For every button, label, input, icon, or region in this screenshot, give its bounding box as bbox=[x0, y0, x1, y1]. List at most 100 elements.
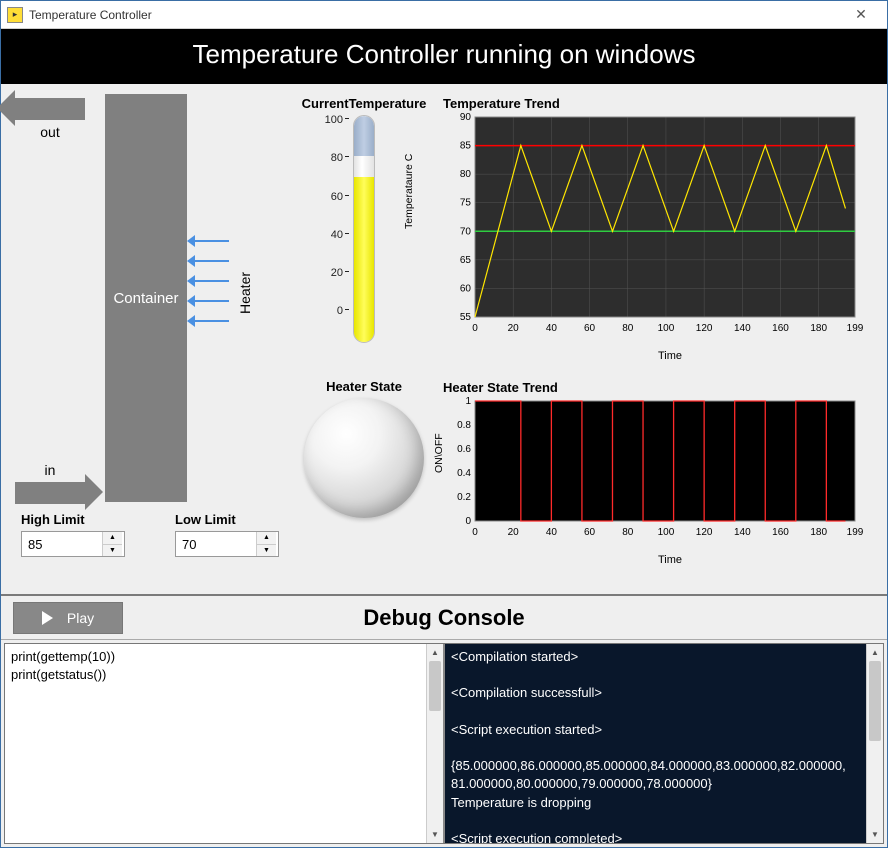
svg-text:160: 160 bbox=[772, 527, 789, 538]
heater-chart-ylabel: ON\OFF bbox=[433, 433, 445, 473]
consoles: print(gettemp(10)) print(getstatus()) ▲ … bbox=[4, 643, 884, 844]
temperature-chart: Temperature Trend Temperataure C 0204060… bbox=[443, 96, 867, 362]
svg-text:180: 180 bbox=[810, 323, 827, 334]
script-output-content: <Compilation started> <Compilation succe… bbox=[445, 644, 865, 843]
heater-label: Heater bbox=[237, 272, 253, 314]
container-label: Container bbox=[113, 290, 178, 307]
heat-arrow-icon bbox=[195, 280, 229, 282]
arrow-out-icon bbox=[15, 98, 85, 120]
heater-chart-xlabel: Time bbox=[473, 554, 867, 566]
high-limit-label: High Limit bbox=[21, 512, 125, 527]
debug-header: Play Debug Console bbox=[1, 594, 887, 640]
svg-text:0: 0 bbox=[465, 516, 471, 527]
heater-chart-svg: 02040608010012014016018019900.20.40.60.8… bbox=[443, 397, 863, 549]
out-label: out bbox=[15, 124, 85, 140]
svg-text:90: 90 bbox=[460, 113, 472, 123]
svg-text:100: 100 bbox=[658, 527, 675, 538]
svg-text:120: 120 bbox=[696, 527, 713, 538]
spinner-down-icon[interactable]: ▼ bbox=[103, 545, 122, 557]
window-title: Temperature Controller bbox=[29, 8, 841, 22]
svg-text:85: 85 bbox=[460, 141, 472, 152]
page-title: Temperature Controller running on window… bbox=[1, 29, 887, 84]
close-icon[interactable]: ✕ bbox=[841, 6, 881, 23]
svg-text:80: 80 bbox=[622, 323, 634, 334]
thermometer-fill bbox=[354, 177, 374, 342]
heater-chart-title: Heater State Trend bbox=[443, 380, 867, 395]
spinner-down-icon[interactable]: ▼ bbox=[257, 545, 276, 557]
low-limit-spinner[interactable]: ▲ ▼ bbox=[175, 531, 279, 557]
svg-text:160: 160 bbox=[772, 323, 789, 334]
main-panel: out Container in Heater CurrentTemperatu… bbox=[1, 84, 887, 594]
svg-text:75: 75 bbox=[460, 198, 472, 209]
script-input-content[interactable]: print(gettemp(10)) print(getstatus()) bbox=[5, 644, 425, 843]
temp-chart-title: Temperature Trend bbox=[443, 96, 867, 111]
svg-text:0.2: 0.2 bbox=[457, 492, 471, 503]
heat-arrow-icon bbox=[195, 240, 229, 242]
svg-text:40: 40 bbox=[546, 323, 558, 334]
low-limit-label: Low Limit bbox=[175, 512, 279, 527]
heater-chart: Heater State Trend ON\OFF 02040608010012… bbox=[443, 380, 867, 566]
high-limit-spinner[interactable]: ▲ ▼ bbox=[21, 531, 125, 557]
svg-text:60: 60 bbox=[584, 323, 596, 334]
scroll-down-icon[interactable]: ▼ bbox=[867, 826, 883, 843]
scroll-track[interactable] bbox=[427, 661, 443, 826]
scroll-thumb[interactable] bbox=[869, 661, 881, 741]
titlebar: ▸ Temperature Controller ✕ bbox=[1, 1, 887, 29]
heater-state-indicator: Heater State bbox=[289, 379, 439, 518]
app-icon: ▸ bbox=[7, 7, 23, 23]
scrollbar[interactable]: ▲ ▼ bbox=[866, 644, 883, 843]
play-label: Play bbox=[67, 610, 94, 626]
high-limit-box: High Limit ▲ ▼ bbox=[21, 512, 125, 557]
svg-text:80: 80 bbox=[622, 527, 634, 538]
svg-text:0.4: 0.4 bbox=[457, 468, 471, 479]
svg-text:60: 60 bbox=[584, 527, 596, 538]
scroll-up-icon[interactable]: ▲ bbox=[867, 644, 883, 661]
svg-text:120: 120 bbox=[696, 323, 713, 334]
spinner-up-icon[interactable]: ▲ bbox=[257, 532, 276, 545]
heat-arrow-icon bbox=[195, 320, 229, 322]
limits-panel: High Limit ▲ ▼ Low Limit ▲ ▼ bbox=[21, 512, 279, 557]
spinner-up-icon[interactable]: ▲ bbox=[103, 532, 122, 545]
heater-ball-icon bbox=[304, 398, 424, 518]
script-input-box[interactable]: print(gettemp(10)) print(getstatus()) ▲ … bbox=[5, 644, 445, 843]
svg-text:80: 80 bbox=[460, 169, 472, 180]
heater-state-title: Heater State bbox=[289, 379, 439, 394]
low-limit-box: Low Limit ▲ ▼ bbox=[175, 512, 279, 557]
debug-title: Debug Console bbox=[1, 605, 887, 631]
scroll-down-icon[interactable]: ▼ bbox=[427, 826, 443, 843]
svg-text:199: 199 bbox=[847, 323, 863, 334]
play-button[interactable]: Play bbox=[13, 602, 123, 634]
svg-text:40: 40 bbox=[546, 527, 558, 538]
container-graphic: Container bbox=[105, 94, 187, 502]
thermometer-scale: 100806040200 bbox=[299, 115, 343, 345]
svg-text:199: 199 bbox=[847, 527, 863, 538]
play-icon bbox=[42, 611, 53, 625]
svg-text:0: 0 bbox=[472, 527, 478, 538]
scroll-thumb[interactable] bbox=[429, 661, 441, 711]
svg-text:0.6: 0.6 bbox=[457, 444, 471, 455]
svg-text:0.8: 0.8 bbox=[457, 420, 471, 431]
temp-chart-svg: 0204060801001201401601801995560657075808… bbox=[443, 113, 863, 345]
svg-text:1: 1 bbox=[465, 397, 471, 407]
arrow-in-icon bbox=[15, 482, 85, 504]
svg-text:140: 140 bbox=[734, 323, 751, 334]
low-limit-input[interactable] bbox=[176, 532, 256, 556]
script-output-box: <Compilation started> <Compilation succe… bbox=[445, 644, 883, 843]
scroll-up-icon[interactable]: ▲ bbox=[427, 644, 443, 661]
svg-text:100: 100 bbox=[658, 323, 675, 334]
svg-text:20: 20 bbox=[508, 323, 520, 334]
debug-panel: Play Debug Console print(gettemp(10)) pr… bbox=[1, 594, 887, 847]
svg-text:65: 65 bbox=[460, 255, 472, 266]
scrollbar[interactable]: ▲ ▼ bbox=[426, 644, 443, 843]
high-limit-input[interactable] bbox=[22, 532, 102, 556]
temp-chart-ylabel: Temperataure C bbox=[403, 154, 415, 229]
svg-text:70: 70 bbox=[460, 226, 472, 237]
scroll-track[interactable] bbox=[867, 661, 883, 826]
app-window: ▸ Temperature Controller ✕ Temperature C… bbox=[0, 0, 888, 848]
svg-text:60: 60 bbox=[460, 283, 472, 294]
thermometer-title: CurrentTemperature bbox=[299, 96, 429, 111]
svg-text:55: 55 bbox=[460, 312, 472, 323]
svg-text:180: 180 bbox=[810, 527, 827, 538]
svg-text:20: 20 bbox=[508, 527, 520, 538]
heat-arrow-icon bbox=[195, 300, 229, 302]
